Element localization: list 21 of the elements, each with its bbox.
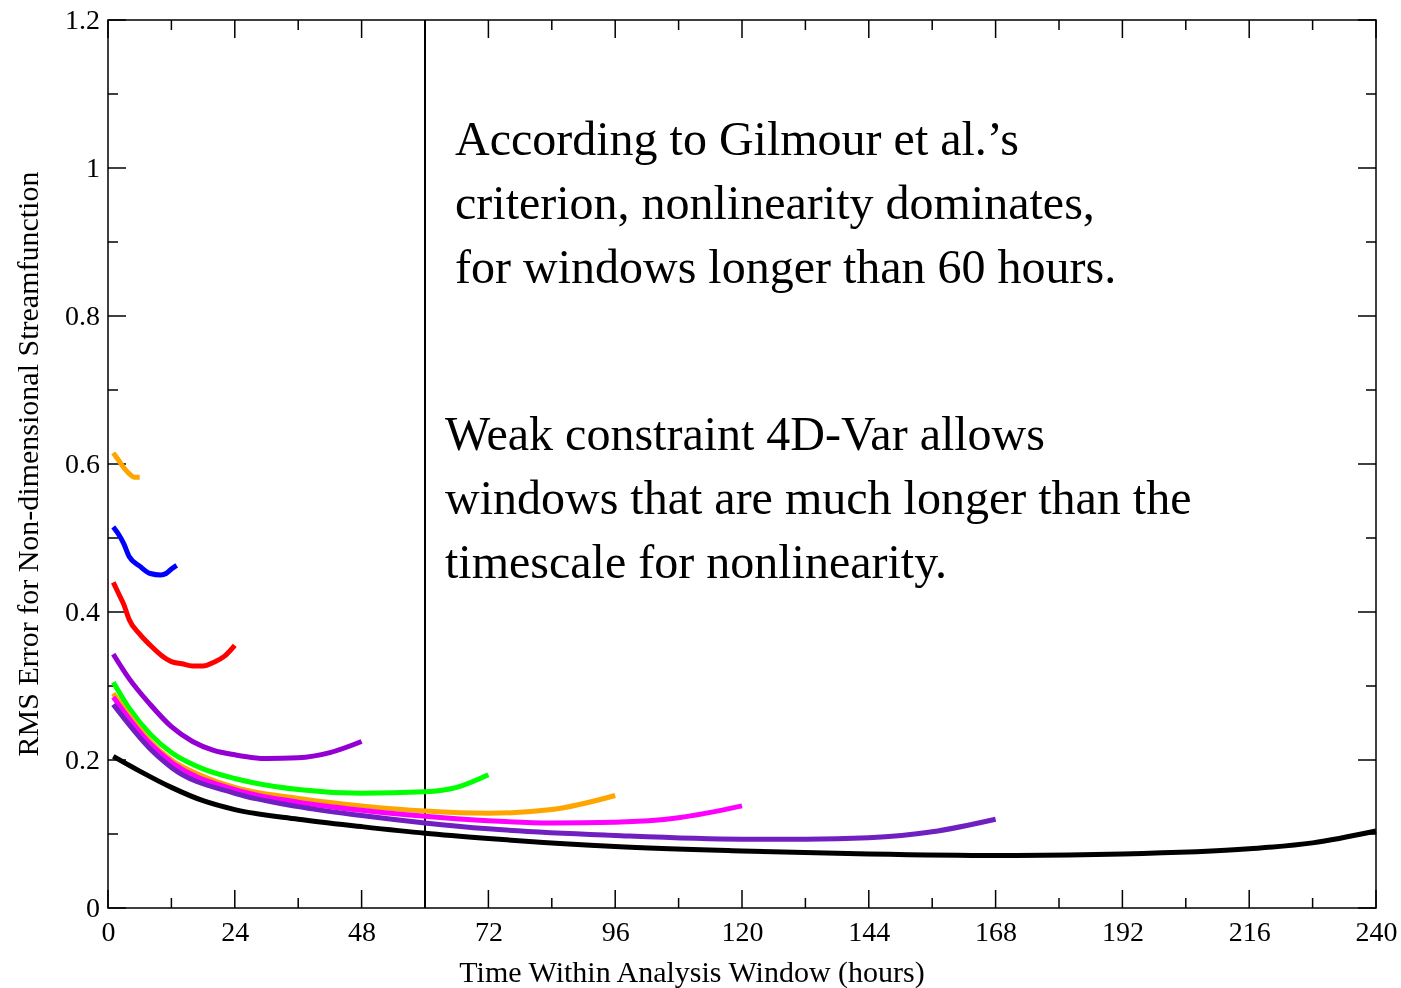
y-tick-label: 1 <box>86 152 100 184</box>
y-tick-label: 0.4 <box>65 596 100 628</box>
y-tick-label: 0 <box>86 892 100 924</box>
x-tick-label: 72 <box>474 916 503 948</box>
x-tick-label: 48 <box>348 916 377 948</box>
x-tick-label: 120 <box>721 916 764 948</box>
x-tick-label: 24 <box>221 916 250 948</box>
x-tick-label: 240 <box>1355 916 1398 948</box>
x-axis-title: Time Within Analysis Window (hours) <box>459 955 925 988</box>
x-tick-label: 96 <box>601 916 630 948</box>
annotation: Weak constraint 4D-Var allows windows that are much longer than the timescale for nonlinearity. <box>445 407 1192 588</box>
annotation: According to Gilmour et al.’s criterion, nonlinearity dominates, for windows longer than 60 hours. <box>455 112 1117 293</box>
x-tick-label: 144 <box>848 916 891 948</box>
x-tick-label: 192 <box>1101 916 1144 948</box>
y-tick-label: 0.8 <box>65 300 100 332</box>
y-tick-label: 1.2 <box>65 4 100 36</box>
y-axis-title: RMS Error for Non-dimensional Streamfunction <box>11 171 44 757</box>
x-tick-label: 216 <box>1228 916 1271 948</box>
x-tick-label: 168 <box>975 916 1018 948</box>
y-tick-label: 0.2 <box>65 744 100 776</box>
y-tick-label: 0.6 <box>65 448 100 480</box>
